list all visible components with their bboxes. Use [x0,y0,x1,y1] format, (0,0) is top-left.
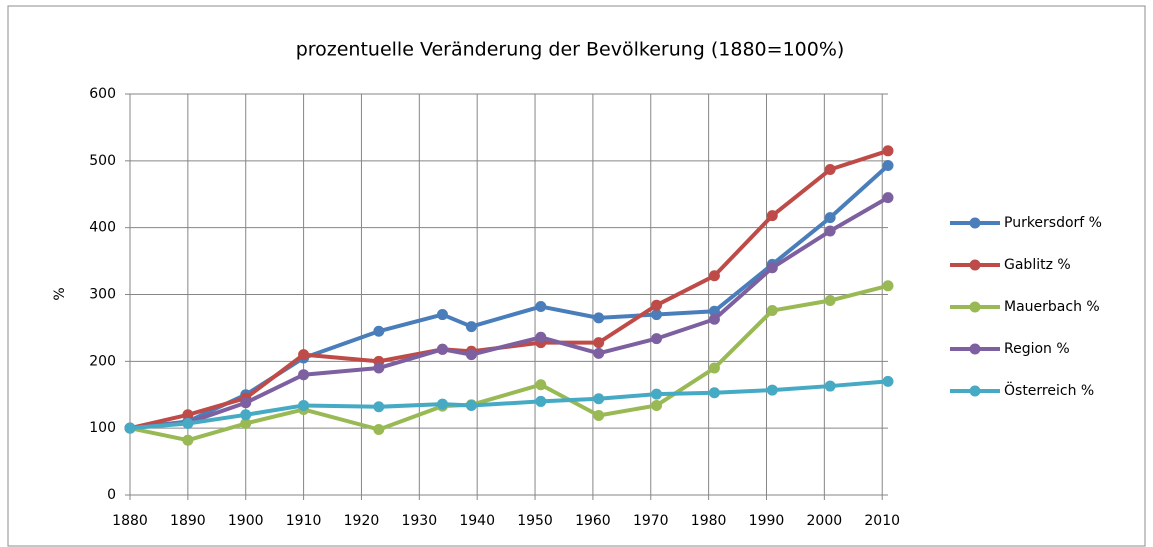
data-point [298,399,310,411]
data-point [465,399,477,411]
x-tick-label: 1920 [344,513,380,529]
data-point [708,387,720,399]
y-axis-label: % [52,287,68,300]
data-point [593,347,605,359]
data-point [824,212,836,224]
data-point [824,295,836,307]
data-point [708,305,720,317]
x-tick-label: 1980 [691,513,727,529]
legend-label: Österreich % [1004,381,1094,399]
data-point [651,299,663,311]
x-tick-label: 1970 [633,513,669,529]
chart-title: prozentuelle Veränderung der Bevölkerung… [296,39,845,61]
data-point [593,312,605,324]
x-tick-label: 2010 [864,513,900,529]
series-line [129,195,890,431]
data-point [373,424,385,436]
data-point [766,305,778,317]
x-tick-label: 1990 [749,513,785,529]
data-point [373,401,385,413]
data-point [182,417,194,429]
y-tick-label: 0 [107,487,116,503]
data-point [373,325,385,337]
y-tick-label: 400 [89,220,116,236]
x-tick-label: 1880 [112,513,148,529]
data-point [465,321,477,333]
legend-label: Gablitz % [1004,257,1071,273]
data-point [824,380,836,392]
y-tick-label: 500 [89,153,116,169]
x-tick-label: 1950 [517,513,553,529]
data-point [436,309,448,321]
data-point [651,388,663,400]
x-tick-label: 1910 [286,513,322,529]
data-point [535,331,547,343]
data-point [298,369,310,381]
legend-label: Purkersdorf % [1004,215,1102,231]
data-point [240,409,252,421]
y-tick-label: 600 [89,86,116,102]
data-point [593,409,605,421]
legend-label: Mauerbach % [1004,299,1100,315]
data-point [593,393,605,405]
y-tick-label: 200 [89,353,116,369]
data-point [535,395,547,407]
x-tick-label: 1940 [459,513,495,529]
data-point [882,375,894,387]
data-point [465,349,477,361]
x-tick-label: 1930 [401,513,437,529]
data-point [182,409,194,421]
x-tick-label: 1960 [575,513,611,529]
data-point [651,399,663,411]
legend-marker [969,217,981,229]
data-point [824,225,836,237]
data-point [182,434,194,446]
legend-marker [969,301,981,313]
data-point [708,313,720,325]
x-tick-label: 2000 [807,513,843,529]
data-point [436,398,448,410]
data-point [766,262,778,274]
data-point [882,280,894,292]
data-point [882,192,894,204]
chart-frame [7,5,1146,547]
data-point [593,337,605,349]
legend-label: Region % [1004,341,1070,357]
data-point [882,145,894,157]
data-point [240,417,252,429]
series-line [129,283,889,443]
data-point [708,270,720,282]
x-tick-label: 1900 [228,513,264,529]
data-point [708,362,720,374]
data-point [373,362,385,374]
data-point [766,210,778,222]
legend-marker [969,259,981,271]
data-point [766,384,778,396]
series-line [129,379,889,431]
x-tick-label: 1890 [170,513,206,529]
data-point [651,309,663,321]
data-point [651,333,663,345]
y-tick-label: 100 [89,420,116,436]
data-point [824,164,836,176]
data-point [240,397,252,409]
data-point [298,349,310,361]
data-point [535,301,547,313]
legend-marker [969,343,981,355]
data-point [535,379,547,391]
data-point [882,160,894,172]
y-tick-label: 300 [89,287,116,303]
data-point [124,422,136,434]
legend-marker [969,385,981,397]
data-point [436,343,448,355]
